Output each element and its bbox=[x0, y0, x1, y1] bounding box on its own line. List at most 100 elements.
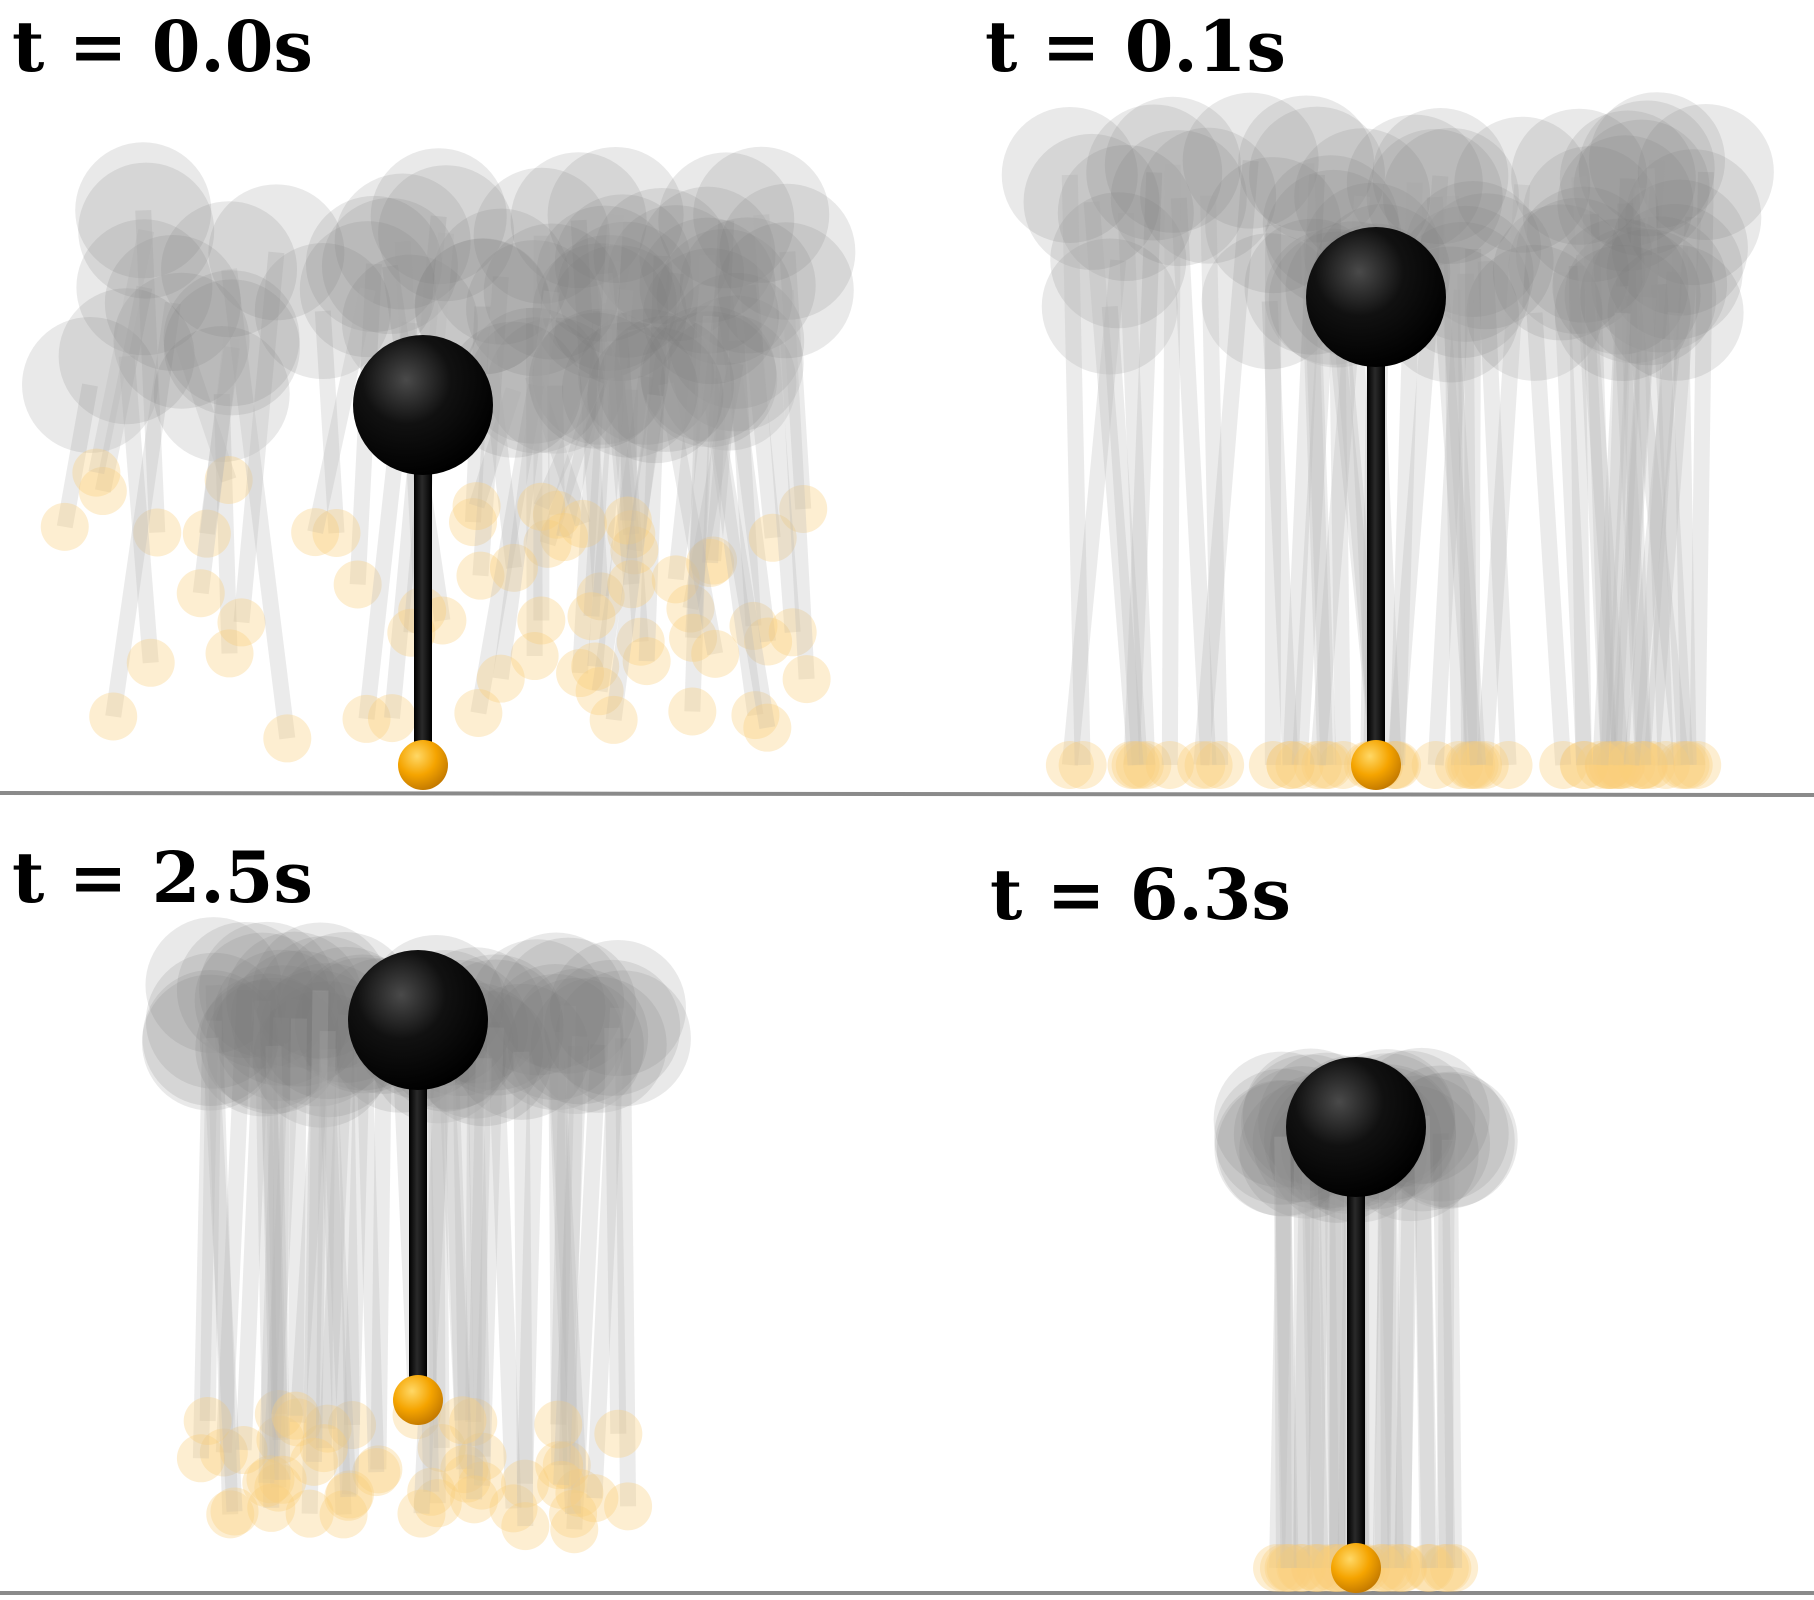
ghost-foot bbox=[458, 1432, 507, 1481]
ghost-foot bbox=[176, 1434, 225, 1483]
ghost-body bbox=[1554, 245, 1691, 382]
ghost-leg bbox=[465, 1015, 484, 1422]
ghost-leg bbox=[1379, 1121, 1404, 1569]
ghost-leg bbox=[1442, 195, 1468, 766]
ghost-body bbox=[500, 937, 637, 1074]
ghost-leg bbox=[467, 1050, 491, 1457]
ghost-leg bbox=[370, 1025, 393, 1470]
ghost-pendulum bbox=[145, 952, 282, 1445]
ghost-leg bbox=[1432, 1133, 1456, 1569]
ghost-leg bbox=[1395, 1118, 1416, 1569]
ghost-foot bbox=[452, 482, 501, 531]
ghost-pendulum bbox=[163, 279, 300, 558]
ghost-pendulum bbox=[230, 950, 367, 1440]
ghost-pendulum bbox=[639, 217, 776, 604]
ghost-body bbox=[487, 964, 624, 1101]
ghost-foot bbox=[1045, 741, 1094, 789]
ghost-leg bbox=[1372, 1132, 1397, 1569]
ghost-body bbox=[467, 317, 604, 454]
pendulum-rod bbox=[409, 1020, 427, 1400]
ghost-foot bbox=[1291, 1544, 1340, 1592]
ghost-body bbox=[536, 205, 673, 342]
ghost-foot bbox=[289, 1437, 338, 1486]
ghost-leg bbox=[470, 383, 544, 715]
ghost-pendulum bbox=[1086, 104, 1223, 789]
ghost-foot bbox=[263, 714, 312, 763]
ghost-foot bbox=[691, 629, 740, 678]
ghost-pendulum bbox=[500, 937, 637, 1449]
ghost-pendulum bbox=[214, 965, 351, 1438]
ghost-foot bbox=[72, 448, 121, 497]
ghost-leg bbox=[1575, 254, 1618, 766]
ghost-leg bbox=[619, 389, 638, 521]
ghost-body bbox=[153, 326, 290, 463]
ghost-leg bbox=[270, 1033, 291, 1415]
ghost-foot bbox=[669, 613, 718, 662]
panel-label-t1: t = 0.1s bbox=[985, 5, 1286, 88]
ghost-body bbox=[593, 187, 730, 324]
ghost-pendulum bbox=[1466, 244, 1603, 789]
ghost-body bbox=[205, 977, 342, 1114]
ghost-leg bbox=[1261, 300, 1299, 766]
ghost-body bbox=[1564, 227, 1701, 364]
ghost-body bbox=[432, 208, 569, 345]
ghost-foot bbox=[1264, 1544, 1313, 1592]
ghost-leg bbox=[556, 260, 631, 539]
ghost-body bbox=[1589, 92, 1726, 229]
ghost-body bbox=[1001, 106, 1138, 243]
ghost-body bbox=[530, 976, 667, 1113]
ghost-leg bbox=[667, 284, 716, 581]
ghost-foot bbox=[535, 1441, 584, 1490]
ghost-leg bbox=[638, 255, 670, 662]
ghost-leg bbox=[88, 228, 155, 475]
ghost-foot bbox=[537, 1460, 586, 1509]
ghost-foot bbox=[354, 1445, 403, 1494]
ghost-leg bbox=[684, 254, 716, 712]
ghost-body bbox=[75, 142, 212, 279]
ghost-body bbox=[483, 223, 620, 360]
ghost-body bbox=[547, 146, 684, 283]
ghost-pendulum bbox=[1607, 244, 1744, 789]
ghost-pendulum bbox=[194, 932, 331, 1475]
ghost-leg bbox=[1612, 286, 1652, 766]
ghost-foot bbox=[1588, 741, 1637, 789]
ghost-body bbox=[1086, 104, 1223, 241]
ghost-body bbox=[487, 974, 624, 1111]
ghost-pendulum bbox=[523, 308, 669, 568]
ghost-foot bbox=[1278, 1544, 1327, 1592]
ghost-leg bbox=[1592, 312, 1631, 766]
ghost-pendulum bbox=[1045, 192, 1187, 789]
ghost-foot bbox=[603, 496, 652, 545]
ghost-leg bbox=[301, 1038, 327, 1514]
ghost-body bbox=[510, 152, 647, 289]
ghost-leg bbox=[1329, 1154, 1347, 1569]
ghost-foot bbox=[183, 1396, 232, 1445]
ghost-leg bbox=[118, 355, 159, 664]
ghost-body bbox=[660, 314, 797, 451]
ghost-body bbox=[1205, 157, 1342, 294]
ghost-body bbox=[544, 959, 681, 1096]
ghost-leg bbox=[1324, 1139, 1346, 1569]
ghost-pendulum bbox=[540, 234, 677, 559]
ghost-body bbox=[550, 245, 687, 382]
ghost-leg bbox=[173, 338, 237, 483]
ghost-leg bbox=[600, 302, 640, 536]
ghost-pendulum bbox=[1591, 216, 1728, 789]
ghost-foot bbox=[1661, 741, 1710, 789]
ghost-foot bbox=[1196, 741, 1245, 789]
ghost-foot bbox=[542, 1441, 591, 1490]
ghost-foot bbox=[607, 560, 656, 609]
ghost-foot bbox=[1618, 741, 1667, 789]
panel-label-t2: t = 2.5s bbox=[12, 836, 313, 919]
ghost-foot bbox=[1607, 741, 1656, 789]
ghost-pendulum bbox=[89, 234, 241, 741]
ghost-foot bbox=[204, 456, 253, 505]
ghost-foot bbox=[476, 654, 525, 703]
ghost-pendulum bbox=[1580, 229, 1717, 789]
ghost-foot bbox=[182, 509, 231, 558]
ghost-body bbox=[528, 312, 665, 449]
ghost-foot bbox=[1560, 741, 1609, 789]
ghost-leg bbox=[1612, 159, 1666, 766]
ghost-body bbox=[578, 308, 715, 445]
ghost-body bbox=[199, 973, 336, 1110]
